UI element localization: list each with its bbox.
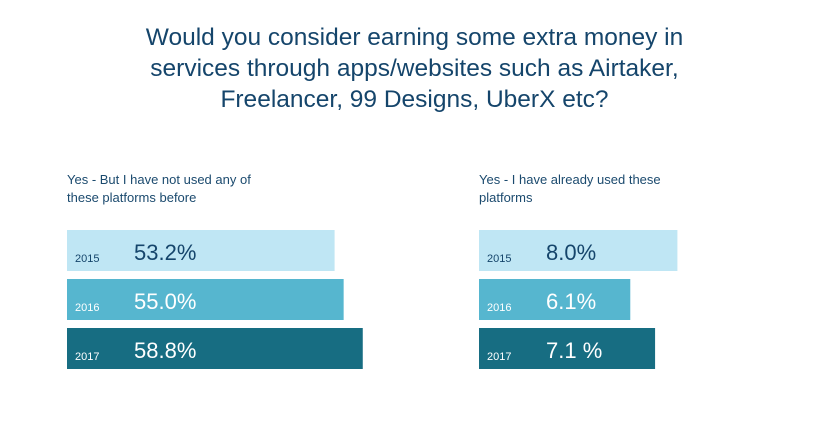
bar-2017 bbox=[479, 328, 656, 369]
value-label: 55.0% bbox=[134, 289, 196, 314]
year-label: 2015 bbox=[487, 253, 511, 265]
year-label: 2017 bbox=[487, 351, 511, 363]
value-label: 8.0% bbox=[546, 240, 596, 265]
chart-title: Would you consider earning some extra mo… bbox=[0, 22, 829, 115]
left-panel-label-line: these platforms before bbox=[67, 190, 197, 205]
value-label: 53.2% bbox=[134, 240, 196, 265]
chart-title-line: Would you consider earning some extra mo… bbox=[145, 24, 684, 51]
right-panel-label-line: platforms bbox=[479, 190, 533, 205]
chart-title-line: services through apps/websites such as A… bbox=[150, 55, 679, 82]
value-label: 6.1% bbox=[546, 289, 596, 314]
left-panel-label: Yes - But I have not used any of these p… bbox=[67, 171, 297, 207]
bar-2016 bbox=[479, 279, 631, 320]
right-panel-label: Yes - I have already used these platform… bbox=[479, 171, 709, 207]
bar-2017 bbox=[67, 328, 363, 369]
year-label: 2016 bbox=[487, 302, 511, 314]
bar-2015 bbox=[479, 230, 678, 271]
value-label: 7.1 % bbox=[546, 338, 602, 363]
right-panel-label-line: Yes - I have already used these bbox=[479, 172, 661, 187]
year-label: 2017 bbox=[75, 351, 99, 363]
chart-title-line: Freelancer, 99 Designs, UberX etc? bbox=[220, 86, 609, 113]
left-panel-label-line: Yes - But I have not used any of bbox=[67, 172, 251, 187]
bar-2015 bbox=[67, 230, 335, 271]
value-label: 58.8% bbox=[134, 338, 196, 363]
year-label: 2015 bbox=[75, 253, 99, 265]
year-label: 2016 bbox=[75, 302, 99, 314]
bar-2016 bbox=[67, 279, 344, 320]
